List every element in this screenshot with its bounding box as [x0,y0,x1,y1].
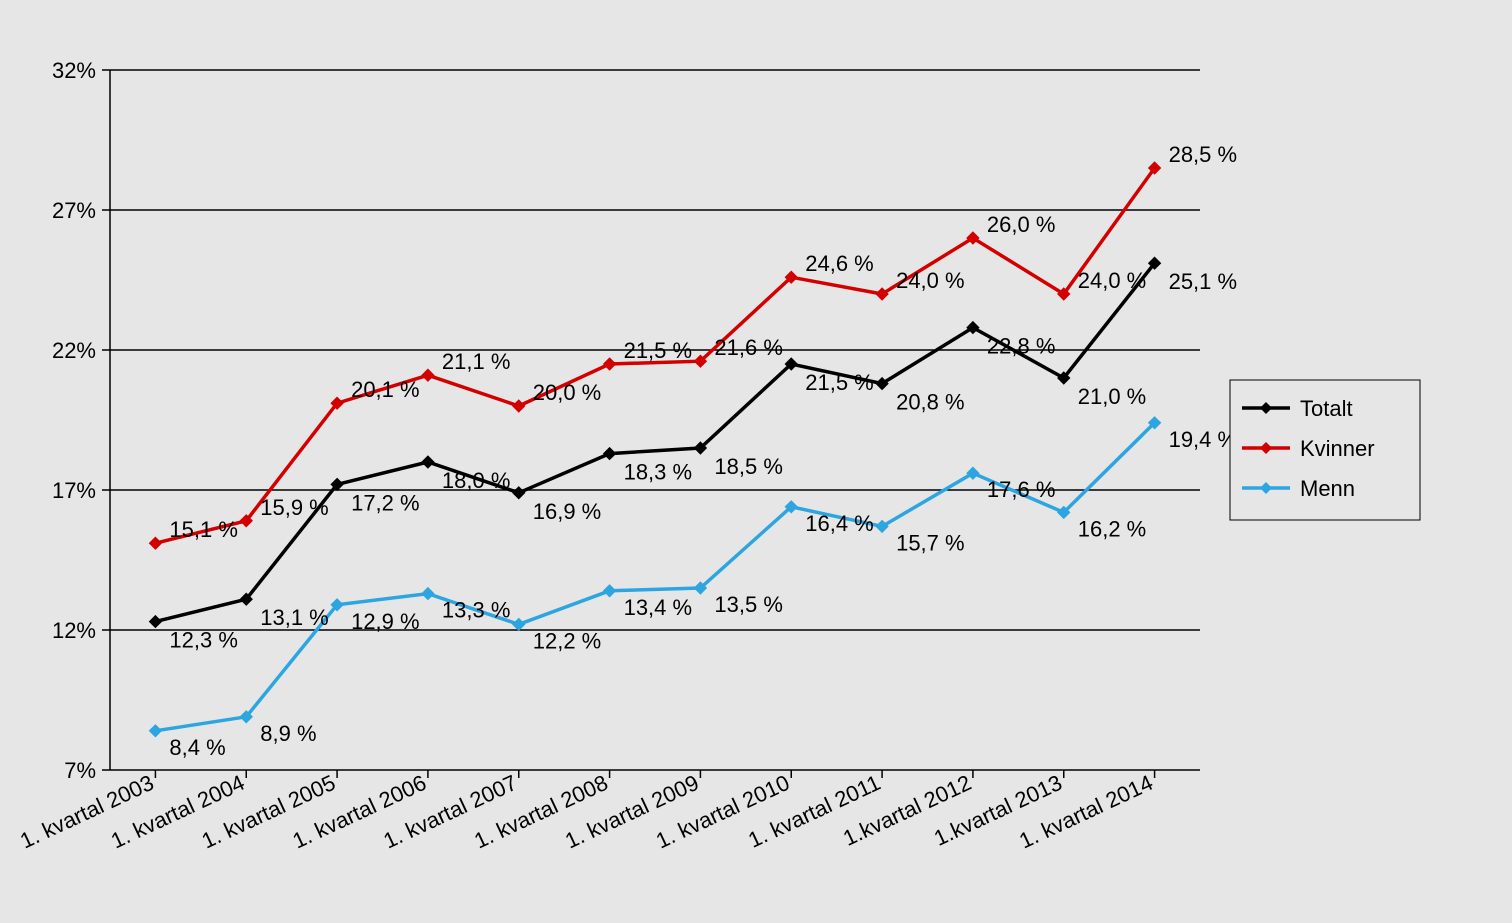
data-label-totalt: 22,8 % [987,334,1056,359]
data-label-menn: 19,4 % [1169,427,1238,452]
data-label-totalt: 21,5 % [805,370,874,395]
legend-label-totalt: Totalt [1300,396,1353,421]
data-label-menn: 13,3 % [442,598,511,623]
data-label-kvinner: 21,1 % [442,349,511,374]
data-label-kvinner: 24,0 % [1078,268,1147,293]
y-axis-label: 7% [64,758,96,783]
data-label-menn: 15,7 % [896,530,965,555]
data-label-menn: 13,5 % [714,592,783,617]
data-label-menn: 8,4 % [169,735,225,760]
data-label-totalt: 16,9 % [533,499,602,524]
data-label-totalt: 17,2 % [351,490,420,515]
data-label-totalt: 18,0 % [442,468,511,493]
data-label-menn: 16,2 % [1078,516,1147,541]
data-label-menn: 12,9 % [351,609,420,634]
data-label-kvinner: 24,6 % [805,251,874,276]
data-label-kvinner: 20,0 % [533,380,602,405]
data-label-totalt: 20,8 % [896,390,965,415]
line-chart: 7%12%17%22%27%32%1. kvartal 20031. kvart… [0,0,1512,923]
data-label-kvinner: 26,0 % [987,212,1056,237]
data-label-kvinner: 21,5 % [624,338,693,363]
data-label-menn: 13,4 % [624,595,693,620]
data-label-totalt: 18,5 % [714,454,783,479]
data-label-menn: 17,6 % [987,477,1056,502]
data-label-kvinner: 28,5 % [1169,142,1238,167]
data-label-menn: 12,2 % [533,628,602,653]
data-label-kvinner: 21,6 % [714,335,783,360]
y-axis-label: 22% [52,338,96,363]
data-label-menn: 16,4 % [805,511,874,536]
data-label-menn: 8,9 % [260,721,316,746]
legend-label-menn: Menn [1300,476,1355,501]
data-label-totalt: 12,3 % [169,628,238,653]
legend-label-kvinner: Kvinner [1300,436,1375,461]
y-axis-label: 12% [52,618,96,643]
data-label-totalt: 13,1 % [260,605,329,630]
data-label-kvinner: 20,1 % [351,377,420,402]
y-axis-label: 32% [52,58,96,83]
y-axis-label: 27% [52,198,96,223]
data-label-kvinner: 15,1 % [169,517,238,542]
data-label-totalt: 18,3 % [624,460,693,485]
data-label-kvinner: 24,0 % [896,268,965,293]
data-label-totalt: 25,1 % [1169,269,1238,294]
chart-container: 7%12%17%22%27%32%1. kvartal 20031. kvart… [0,0,1512,923]
data-label-kvinner: 15,9 % [260,495,329,520]
data-label-totalt: 21,0 % [1078,384,1147,409]
y-axis-label: 17% [52,478,96,503]
